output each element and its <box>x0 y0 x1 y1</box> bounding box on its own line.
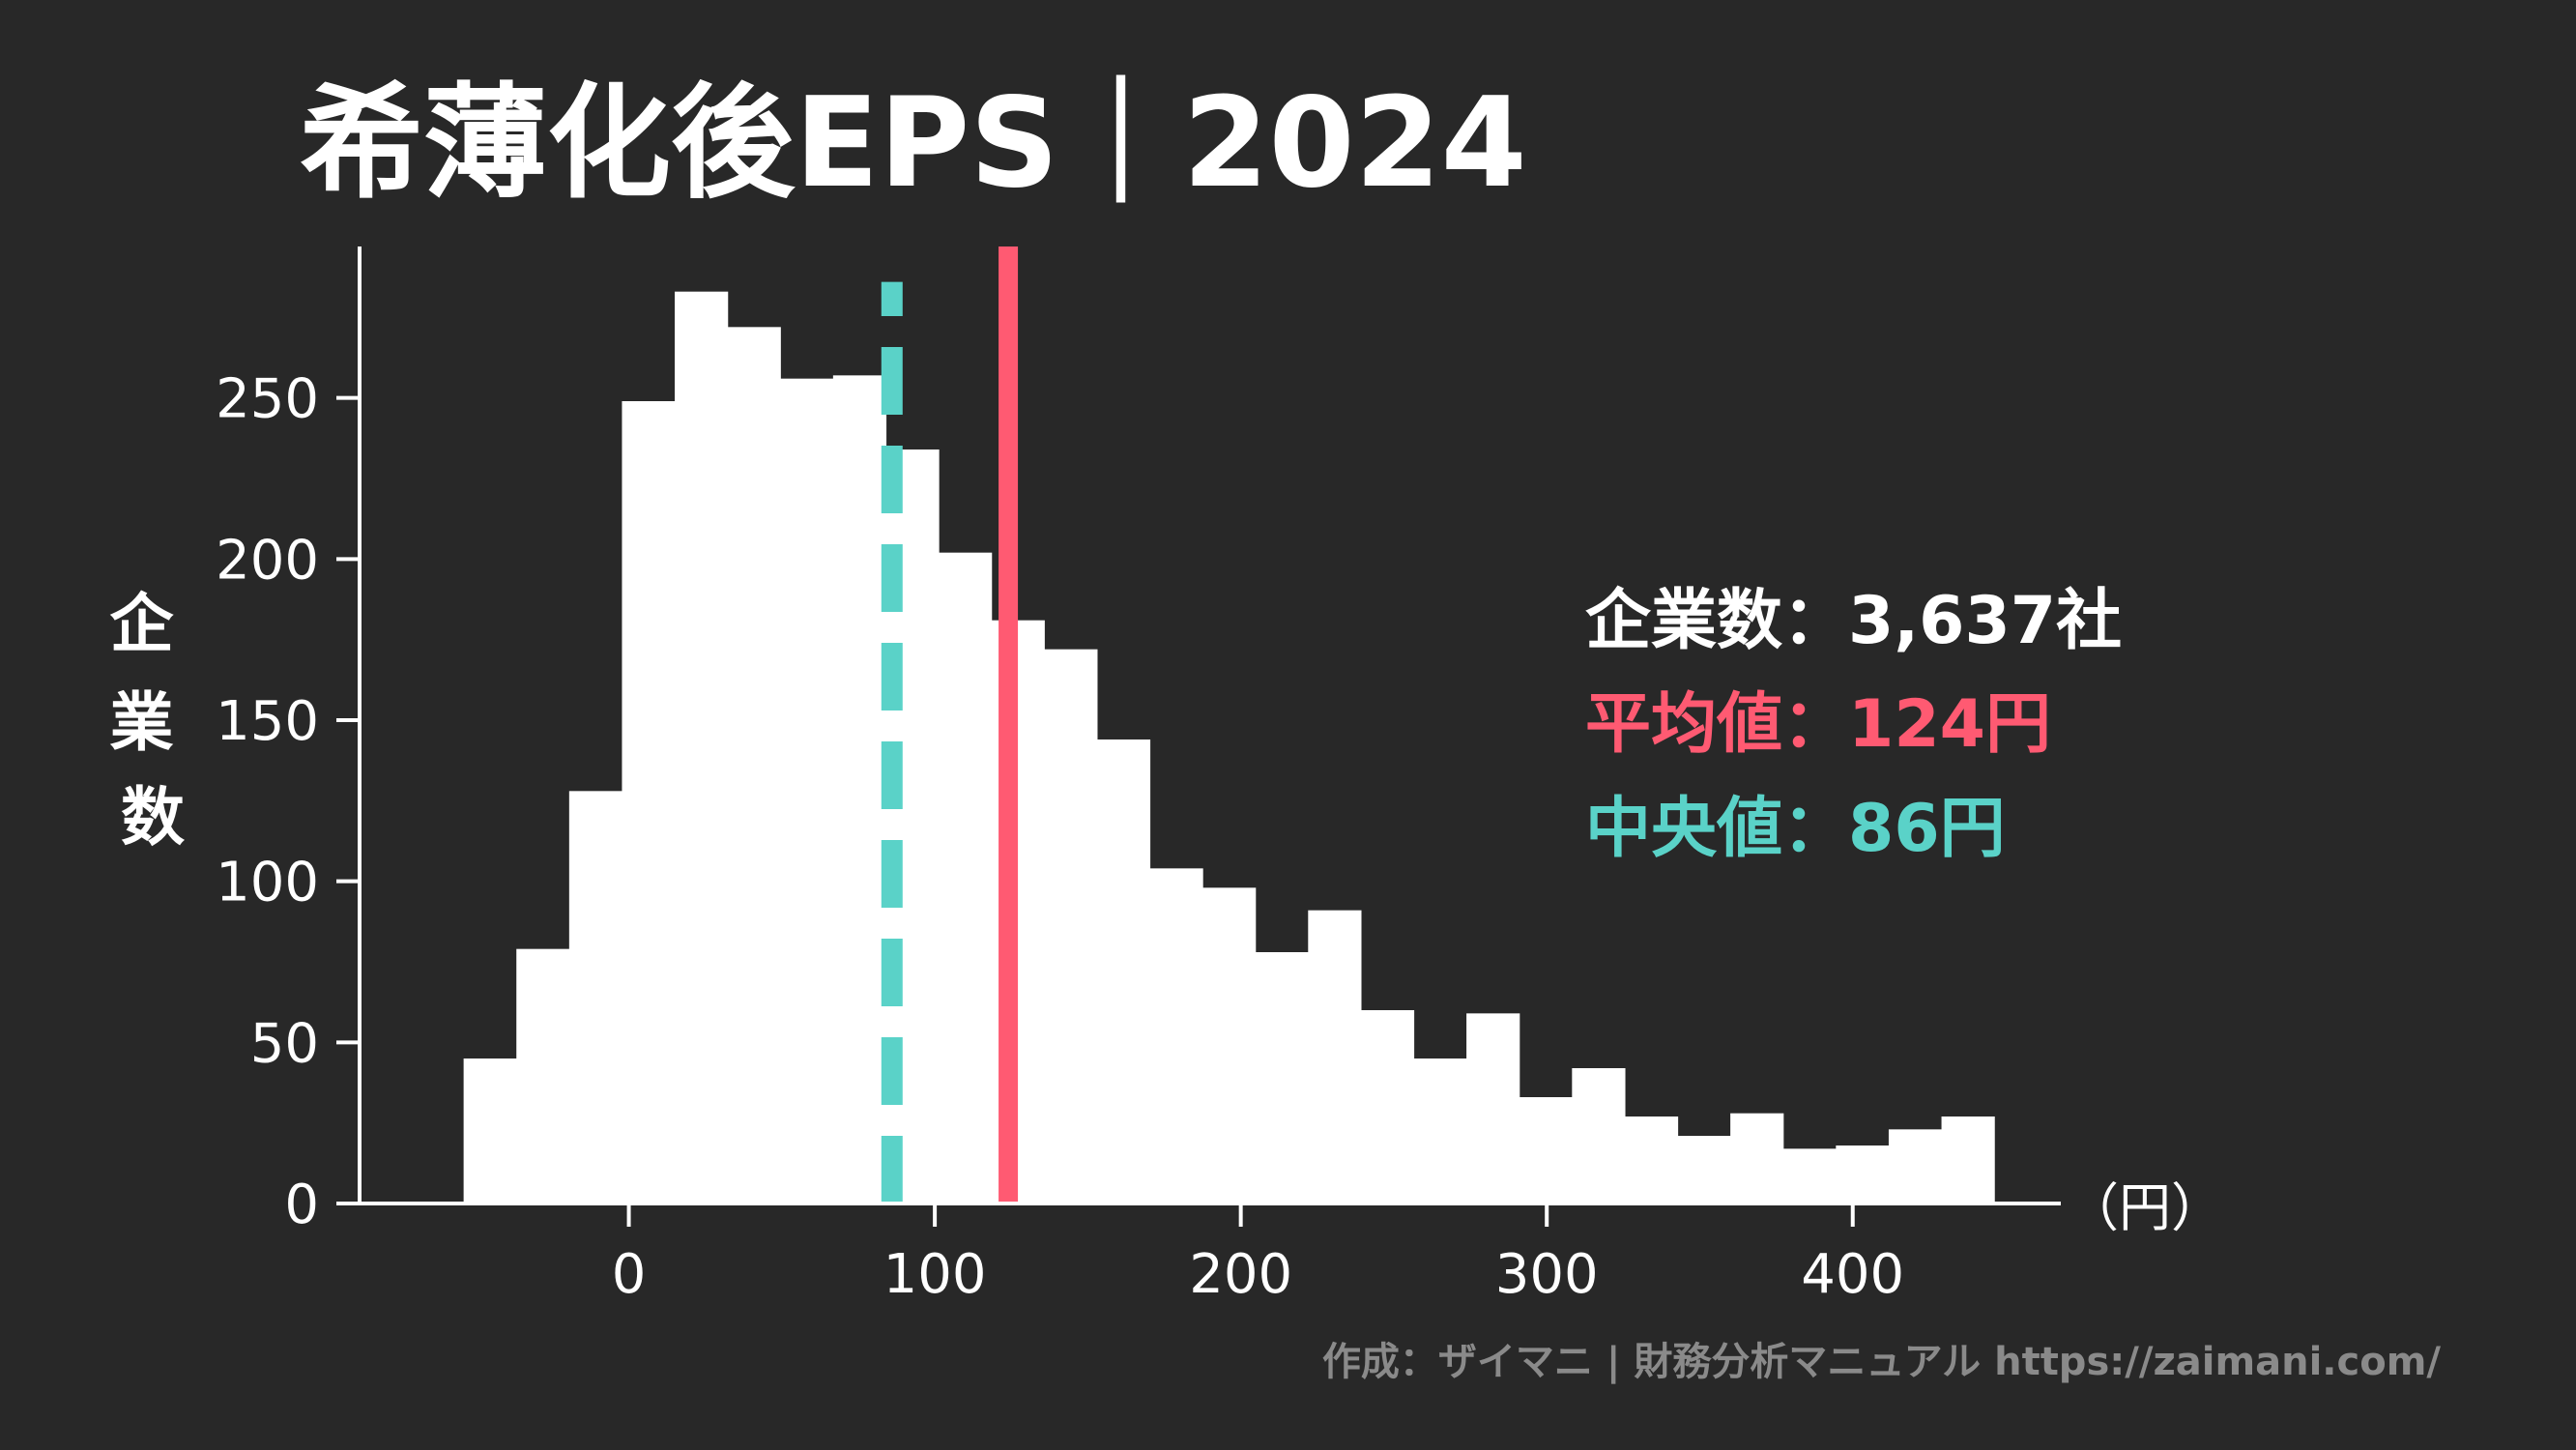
y-ticks: 0 50 100 150 200 250 <box>216 368 360 1236</box>
histogram-bar <box>1572 1068 1626 1204</box>
y-axis-label-char: 業 <box>110 685 174 760</box>
histogram-bar <box>1466 1013 1520 1204</box>
histogram-bar <box>675 291 729 1204</box>
histogram-bar <box>1149 868 1203 1204</box>
x-tick-label: 200 <box>1189 1243 1292 1306</box>
histogram-bar <box>1782 1148 1837 1204</box>
histogram-bar <box>1624 1116 1679 1204</box>
histogram-bar <box>939 552 993 1204</box>
histogram-bar <box>1044 649 1098 1204</box>
histogram-bar <box>727 327 781 1204</box>
stat-companies: 企業数：3,637社 <box>1585 583 2122 659</box>
histogram-bar <box>1096 740 1151 1204</box>
histogram-bar <box>780 378 834 1204</box>
stat-mean: 平均値：124円 <box>1585 686 2051 763</box>
histogram-bar <box>568 791 623 1204</box>
credit-text: 作成：ザイマニ | 財務分析マニュアル https://zaimani.com/ <box>1322 1340 2441 1385</box>
histogram-bar <box>1308 910 1362 1204</box>
histogram-bar <box>622 401 676 1204</box>
histogram-bar <box>1202 887 1257 1204</box>
histogram-bar <box>1836 1146 1890 1204</box>
y-tick-label: 100 <box>216 852 319 914</box>
y-axis-label-char: 企 <box>110 587 175 661</box>
y-tick-label: 200 <box>216 529 319 592</box>
histogram-bar <box>1677 1136 1731 1204</box>
y-axis-label: 企 業 数 <box>110 587 196 855</box>
histogram-bar <box>1413 1058 1467 1204</box>
histogram-bars <box>463 291 1995 1204</box>
x-tick-label: 300 <box>1495 1243 1599 1306</box>
histogram-bar <box>832 375 887 1204</box>
x-ticks: 0 100 200 300 400 <box>612 1204 1904 1306</box>
y-tick-label: 50 <box>250 1012 319 1075</box>
y-tick-label: 150 <box>216 690 319 753</box>
y-tick-label: 0 <box>284 1174 319 1236</box>
y-tick-label: 250 <box>216 368 319 431</box>
histogram-bar <box>1888 1129 1943 1204</box>
stat-median: 中央値：86円 <box>1585 791 2006 867</box>
histogram-bar <box>1730 1113 1784 1204</box>
histogram-bar <box>516 948 570 1204</box>
x-tick-label: 100 <box>883 1243 987 1306</box>
y-axis-label-char: 数 <box>121 780 185 855</box>
x-tick-label: 0 <box>612 1243 647 1306</box>
histogram-bar <box>463 1058 517 1204</box>
histogram-bar <box>1255 952 1309 1204</box>
chart-title: 希薄化後EPS｜2024 <box>300 72 1527 216</box>
x-axis-unit: （円） <box>2067 1177 2223 1238</box>
histogram-bar <box>1360 1010 1415 1204</box>
x-tick-label: 400 <box>1801 1243 1904 1306</box>
histogram-bar <box>1519 1097 1573 1204</box>
histogram-bar <box>1941 1116 1995 1204</box>
